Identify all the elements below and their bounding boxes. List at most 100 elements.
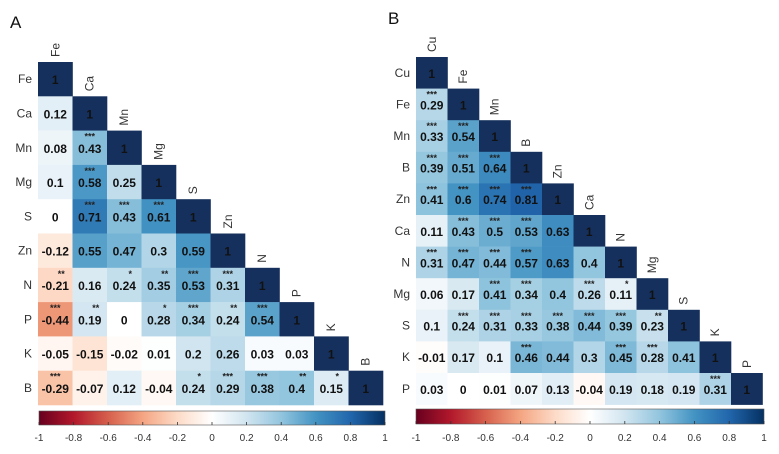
significance-stars: * xyxy=(625,279,629,289)
cell-value: 0.28 xyxy=(147,313,171,327)
significance-stars: *** xyxy=(489,184,500,194)
heatmap-cell xyxy=(38,233,73,269)
heatmap-cell xyxy=(107,199,142,234)
heatmap-cell xyxy=(479,151,511,184)
cell-value: 0.3 xyxy=(150,245,167,259)
cell-value: 0.03 xyxy=(420,383,444,397)
cell-value: 1 xyxy=(328,348,335,362)
heatmap-cell xyxy=(141,267,177,303)
cell-value: 0.59 xyxy=(182,245,206,259)
heatmap-cell xyxy=(72,233,108,269)
heatmap-cell xyxy=(38,267,73,303)
colorbar-tick-label: 0.8 xyxy=(343,433,357,444)
heatmap-cell xyxy=(176,233,211,269)
cell-value: 0.25 xyxy=(113,176,137,190)
cell-value: 1 xyxy=(554,193,561,207)
cell-value: 0.15 xyxy=(320,382,344,396)
cell-value: 1 xyxy=(649,288,656,302)
cell-value: 0.4 xyxy=(549,288,566,302)
significance-stars: *** xyxy=(584,279,595,289)
heatmap-cell xyxy=(176,302,211,337)
significance-stars: ** xyxy=(58,269,66,279)
cell-value: 0.31 xyxy=(704,383,728,397)
heatmap-cell xyxy=(107,164,142,200)
cell-value: 0 xyxy=(460,383,467,397)
column-label: N xyxy=(255,254,269,263)
colorbar-tick-label: 0.6 xyxy=(309,433,323,444)
significance-stars: *** xyxy=(458,184,469,194)
cell-value: 0.44 xyxy=(578,320,602,334)
heatmap-cell xyxy=(668,341,700,374)
cell-value: 0.74 xyxy=(483,193,507,207)
cell-value: 0.4 xyxy=(581,256,598,270)
cell-value: -0.44 xyxy=(42,313,70,327)
cell-value: 0.3 xyxy=(581,351,598,365)
cell-value: 1 xyxy=(680,320,687,334)
colorbar-tick-label: 0.6 xyxy=(687,433,701,444)
heatmap-cell xyxy=(636,309,669,342)
cell-value: -0.04 xyxy=(576,383,604,397)
significance-stars: ** xyxy=(230,303,238,313)
diagonal-cell xyxy=(542,183,574,216)
cell-value: 0.34 xyxy=(182,313,206,327)
significance-stars: *** xyxy=(257,303,268,313)
cell-value: 1 xyxy=(712,351,719,365)
row-label: Mg xyxy=(15,175,32,189)
heatmap-cell xyxy=(447,246,480,279)
cell-value: 0.53 xyxy=(515,225,539,239)
heatmap-cell xyxy=(510,341,543,374)
cell-value: 0.38 xyxy=(251,382,275,396)
heatmap-cell xyxy=(141,370,177,406)
heatmap-cell xyxy=(510,183,543,216)
colorbar-tick-label: 0.8 xyxy=(722,433,736,444)
row-label: S xyxy=(24,209,32,223)
row-label: Ca xyxy=(17,106,33,120)
colorbar-tick-label: -0.4 xyxy=(512,433,530,444)
diagonal-cell xyxy=(731,373,763,405)
heatmap-cell xyxy=(479,183,511,216)
significance-stars: *** xyxy=(426,248,437,258)
significance-stars: *** xyxy=(50,303,61,313)
heatmap-cell xyxy=(479,246,511,279)
cell-value: 0.35 xyxy=(147,279,171,293)
cell-value: 0.39 xyxy=(420,162,444,176)
cell-value: 0.06 xyxy=(420,288,444,302)
heatmap-cell xyxy=(479,309,511,342)
heatmap-cell xyxy=(636,341,669,374)
heatmap-cell xyxy=(416,341,448,374)
heatmap-cell xyxy=(245,370,280,406)
cell-value: 0.54 xyxy=(452,130,476,144)
significance-stars: *** xyxy=(521,279,532,289)
cell-value: 0.24 xyxy=(182,382,206,396)
significance-stars: *** xyxy=(489,216,500,226)
cell-value: -0.29 xyxy=(42,382,70,396)
heatmap-cell xyxy=(210,370,246,406)
significance-stars: *** xyxy=(647,342,658,352)
significance-stars: *** xyxy=(489,311,500,321)
cell-value: 0.46 xyxy=(515,351,539,365)
cell-value: 0.26 xyxy=(216,348,240,362)
column-label: Mg xyxy=(645,257,659,274)
heatmap-cell xyxy=(416,278,448,311)
panel-title: A xyxy=(10,13,22,32)
heatmap-cell xyxy=(72,267,108,303)
row-label: N xyxy=(401,255,410,269)
cell-value: 0.1 xyxy=(47,176,64,190)
cell-value: 0.41 xyxy=(420,193,444,207)
heatmap-cell xyxy=(107,267,142,303)
column-label: S xyxy=(677,297,691,305)
diagonal-cell xyxy=(72,96,108,131)
colorbar-tick-label: -1 xyxy=(35,433,44,444)
row-label: Fe xyxy=(18,72,32,86)
significance-stars: *** xyxy=(710,374,721,384)
diagonal-cell xyxy=(636,278,669,311)
row-label: Mn xyxy=(393,129,410,143)
heatmap-cell xyxy=(314,370,349,406)
cell-value: 1 xyxy=(460,98,467,112)
heatmap-cell xyxy=(573,246,606,279)
cell-value: 0.1 xyxy=(486,351,503,365)
diagonal-cell xyxy=(245,267,280,303)
colorbar-tick-label: 0.4 xyxy=(653,433,667,444)
heatmap-cell xyxy=(107,336,142,371)
heatmap-cell xyxy=(510,278,543,311)
